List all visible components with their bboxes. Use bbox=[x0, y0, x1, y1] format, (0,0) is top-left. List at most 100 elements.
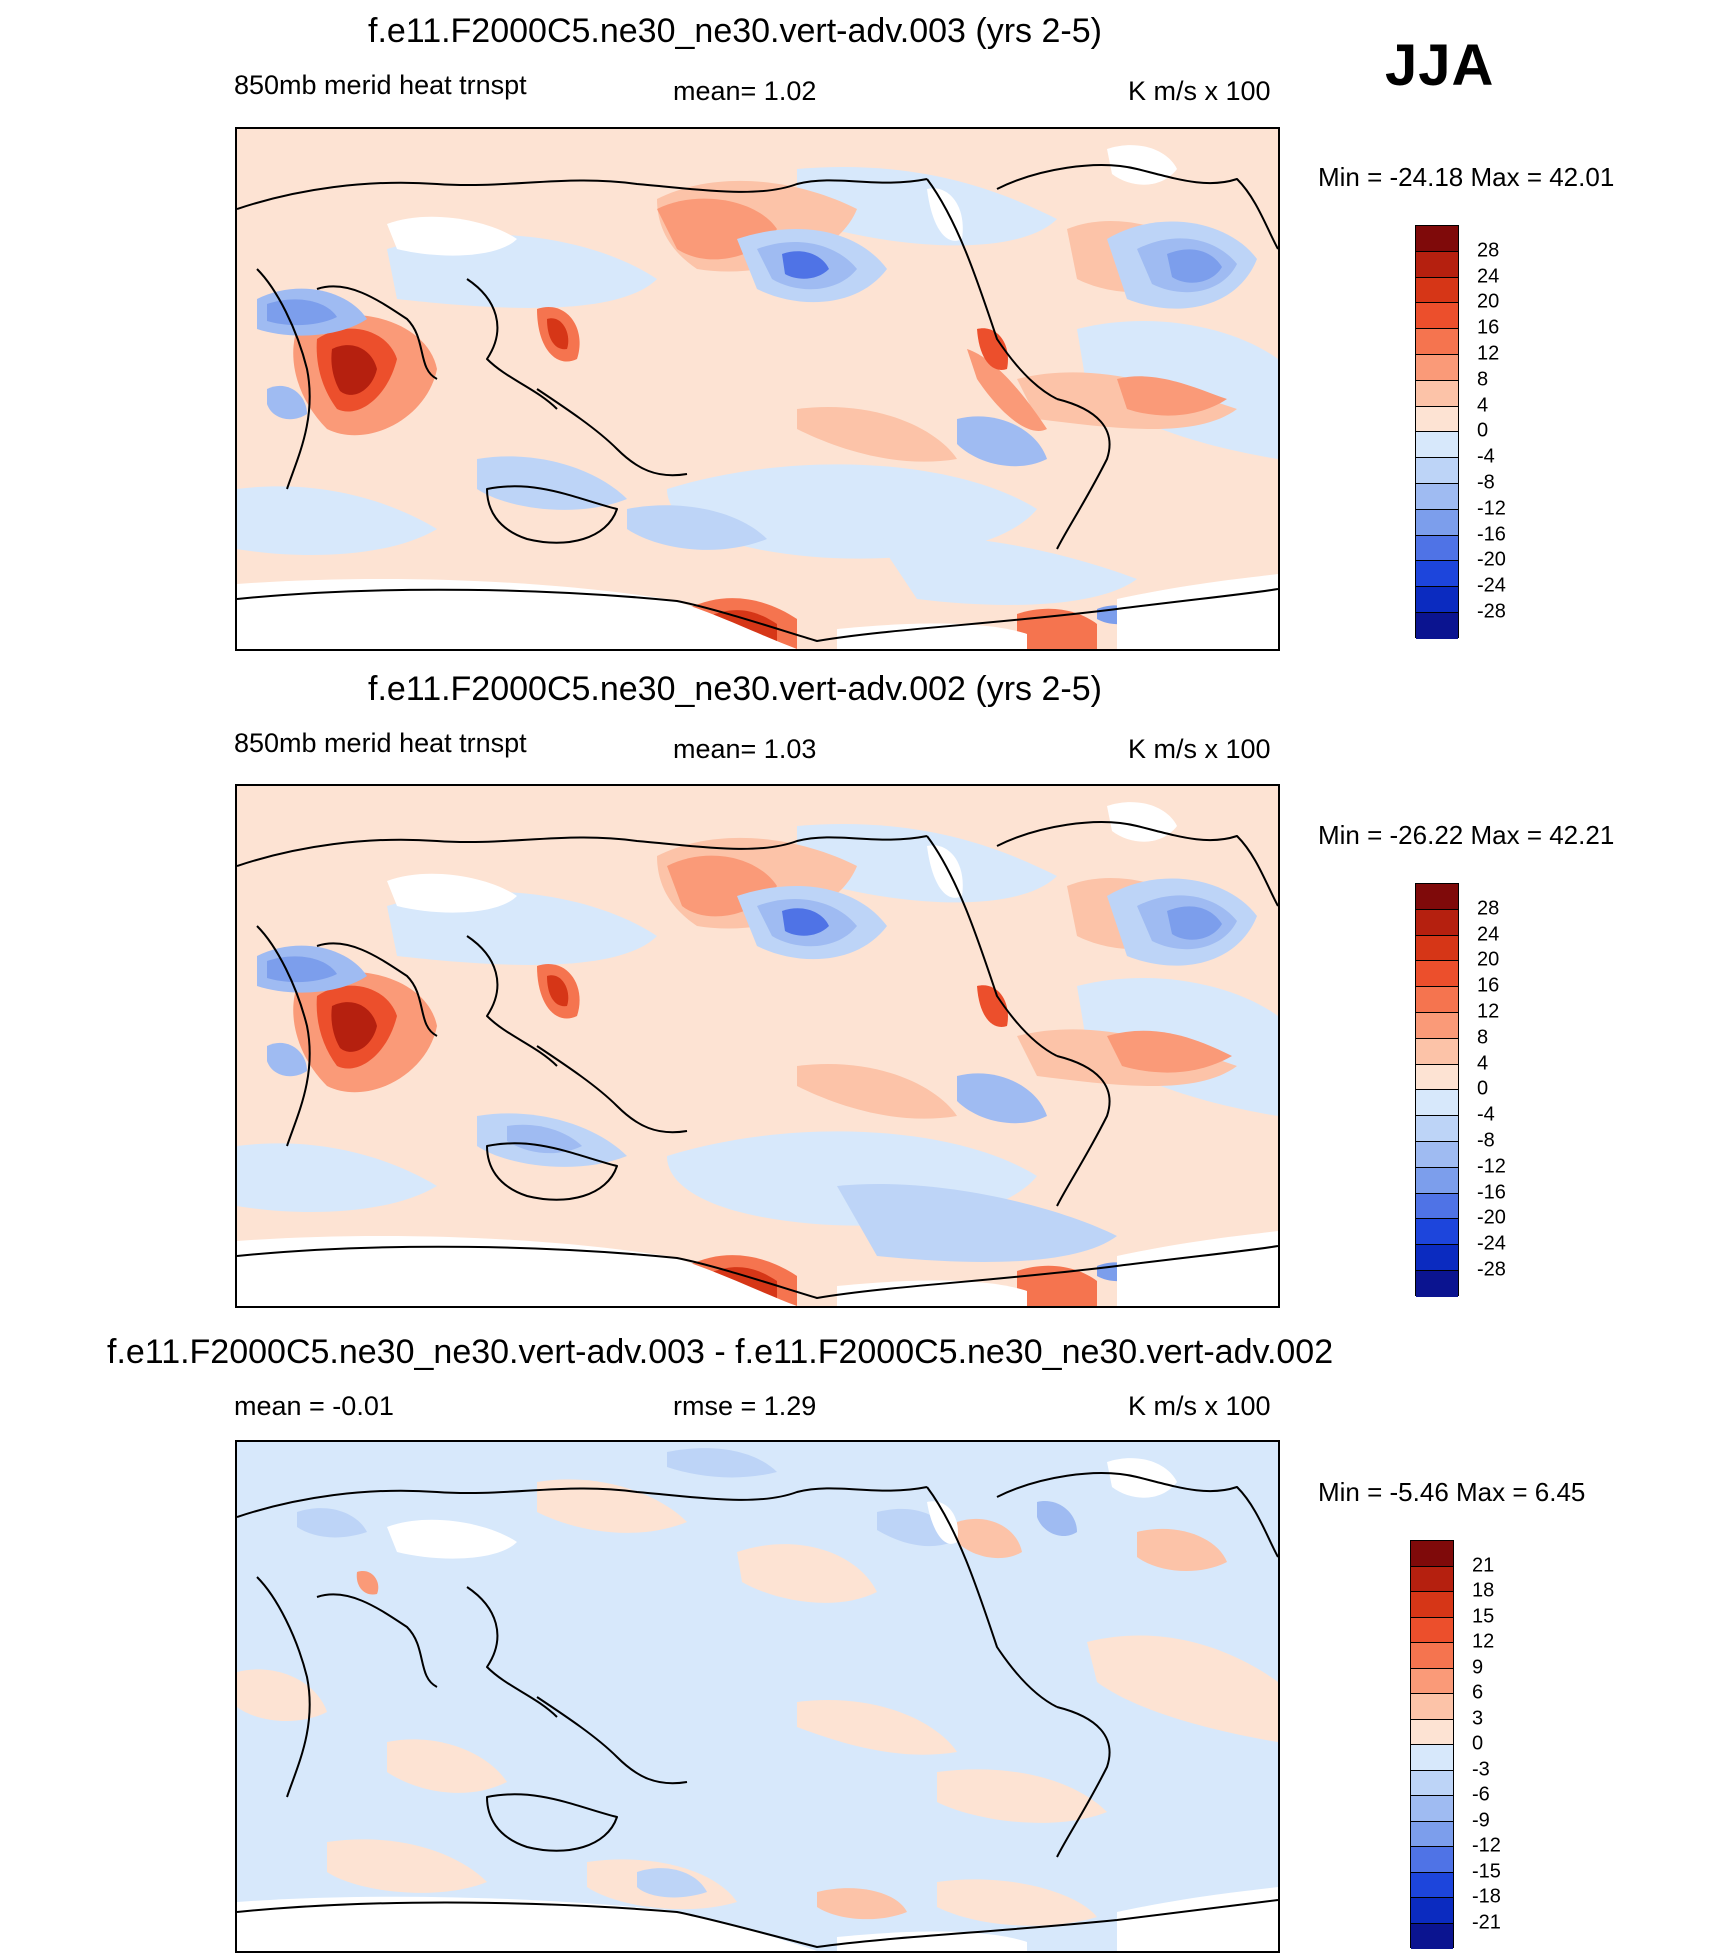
colorbar-swatch bbox=[1416, 380, 1458, 407]
colorbar-label: -8 bbox=[1477, 1129, 1495, 1152]
colorbar-swatch bbox=[1416, 1193, 1458, 1220]
colorbar-swatch bbox=[1416, 226, 1458, 252]
field-blob bbox=[797, 1064, 957, 1119]
colorbar-swatch bbox=[1416, 251, 1458, 278]
colorbar-label: -9 bbox=[1472, 1809, 1490, 1831]
colorbar-swatch bbox=[1416, 961, 1458, 988]
colorbar-swatches bbox=[1410, 1540, 1454, 1949]
field-blob bbox=[967, 349, 1047, 431]
field-blob bbox=[627, 505, 767, 550]
field-blob bbox=[547, 318, 569, 350]
field-blob bbox=[957, 416, 1047, 467]
field-blob bbox=[797, 1700, 957, 1755]
field-blob bbox=[547, 975, 569, 1007]
panel-1-map-svg bbox=[237, 129, 1278, 649]
colorbar-label: -3 bbox=[1472, 1758, 1490, 1780]
field-blob bbox=[1167, 906, 1222, 940]
colorbar-label: -12 bbox=[1477, 1155, 1506, 1178]
coastlines bbox=[237, 1472, 1278, 1948]
field-blob bbox=[237, 486, 437, 555]
colorbar-swatch bbox=[1416, 277, 1458, 304]
panel-1-title: f.e11.F2000C5.ne30_ne30.vert-adv.003 (yr… bbox=[368, 12, 1102, 50]
colorbar-swatch bbox=[1411, 1821, 1453, 1847]
colorbar-label: -20 bbox=[1477, 548, 1506, 571]
colorbar-swatch bbox=[1411, 1796, 1453, 1822]
field-blob bbox=[267, 299, 337, 326]
colorbar-label: 16 bbox=[1477, 316, 1500, 339]
field-blob bbox=[737, 1544, 877, 1603]
colorbar-label: 24 bbox=[1477, 923, 1500, 946]
colorbar-label: 15 bbox=[1472, 1605, 1495, 1627]
colorbar-label: -12 bbox=[1472, 1834, 1501, 1857]
colorbar-swatch bbox=[1416, 613, 1458, 639]
panel-3-units-label: K m/s x 100 bbox=[1128, 1391, 1271, 1421]
colorbar-swatch bbox=[1416, 406, 1458, 433]
panel-3-minmax: Min = -5.46 Max = 6.45 bbox=[1318, 1477, 1586, 1507]
field-blob bbox=[937, 1769, 1107, 1823]
colorbar-swatch bbox=[1411, 1923, 1453, 1949]
colorbar-swatch bbox=[1411, 1770, 1453, 1796]
colorbar-label: -8 bbox=[1477, 471, 1495, 494]
field-blob bbox=[331, 345, 377, 395]
colorbar-swatch bbox=[1416, 303, 1458, 330]
colorbar-swatch bbox=[1416, 1064, 1458, 1091]
field-blob bbox=[507, 1124, 582, 1154]
colorbar-swatch bbox=[1416, 535, 1458, 562]
colorbar-label: 20 bbox=[1477, 948, 1500, 971]
field-blob bbox=[1017, 608, 1097, 649]
missing-data-rockies bbox=[927, 845, 963, 898]
colorbar-swatch bbox=[1416, 1038, 1458, 1065]
panel-3-rmse-label: rmse = 1.29 bbox=[673, 1391, 817, 1421]
colorbar-label: 12 bbox=[1477, 1000, 1500, 1023]
colorbar-label: 3 bbox=[1472, 1707, 1484, 1729]
colorbar-label: -16 bbox=[1477, 523, 1506, 546]
coastlines bbox=[237, 164, 1278, 642]
missing-data-tibet bbox=[387, 216, 517, 256]
field-blob bbox=[477, 456, 627, 510]
field-blob bbox=[331, 1002, 377, 1052]
colorbar-swatches bbox=[1415, 883, 1459, 1297]
colorbar-swatch bbox=[1411, 1745, 1453, 1771]
panel-3-map-svg bbox=[237, 1442, 1278, 1951]
colorbar-swatch bbox=[1416, 1245, 1458, 1271]
colorbar-label: 9 bbox=[1472, 1656, 1484, 1678]
missing-data-rockies bbox=[927, 188, 963, 241]
panel-1-units-label: K m/s x 100 bbox=[1128, 76, 1271, 106]
colorbar-swatch bbox=[1411, 1643, 1453, 1669]
season-label: JJA bbox=[1385, 33, 1495, 98]
colorbar-swatch bbox=[1416, 329, 1458, 355]
panel-1-minmax: Min = -24.18 Max = 42.01 bbox=[1318, 162, 1615, 192]
panel-2-units-label: K m/s x 100 bbox=[1128, 734, 1271, 764]
panel-1-variable-label: 850mb merid heat trnspt bbox=[234, 70, 527, 100]
colorbar-swatch bbox=[1416, 561, 1458, 588]
field-blob bbox=[1087, 1635, 1278, 1742]
field-blob bbox=[817, 1888, 907, 1920]
coastlines bbox=[237, 821, 1278, 1299]
colorbar-swatch bbox=[1416, 1090, 1458, 1117]
colorbar-label: -4 bbox=[1477, 445, 1495, 468]
colorbar-label: -28 bbox=[1477, 600, 1506, 623]
panel-2-variable-label: 850mb merid heat trnspt bbox=[234, 728, 527, 758]
missing-data-antarctica bbox=[837, 623, 1027, 649]
missing-data-antarctica bbox=[1117, 574, 1278, 649]
colorbar-swatch bbox=[1416, 1013, 1458, 1039]
colorbar-swatch bbox=[1416, 909, 1458, 936]
field-blob bbox=[1137, 1528, 1227, 1572]
colorbar-label: 12 bbox=[1472, 1630, 1495, 1653]
colorbar-label: 18 bbox=[1472, 1579, 1495, 1602]
field-blob bbox=[797, 407, 957, 462]
colorbar-swatch bbox=[1411, 1592, 1453, 1618]
field-blob bbox=[797, 167, 1057, 246]
panel-2-title: f.e11.F2000C5.ne30_ne30.vert-adv.002 (yr… bbox=[368, 670, 1102, 708]
field-blob bbox=[327, 1839, 487, 1893]
panel-2-colorbar: 28 24 20 16 12 8 4 0 -4 -8 -12 -16 -20 -… bbox=[1415, 883, 1535, 1297]
panel-2-mean-label: mean= 1.03 bbox=[673, 734, 817, 764]
colorbar-label: 0 bbox=[1477, 1077, 1489, 1100]
colorbar-swatch bbox=[1416, 1116, 1458, 1142]
colorbar-swatch bbox=[1411, 1617, 1453, 1643]
colorbar-swatch bbox=[1416, 1142, 1458, 1168]
field-blob bbox=[267, 956, 337, 983]
field-blob bbox=[782, 908, 829, 936]
field-blob bbox=[957, 1073, 1047, 1124]
panel-3-title: f.e11.F2000C5.ne30_ne30.vert-adv.003 - f… bbox=[107, 1333, 1334, 1371]
